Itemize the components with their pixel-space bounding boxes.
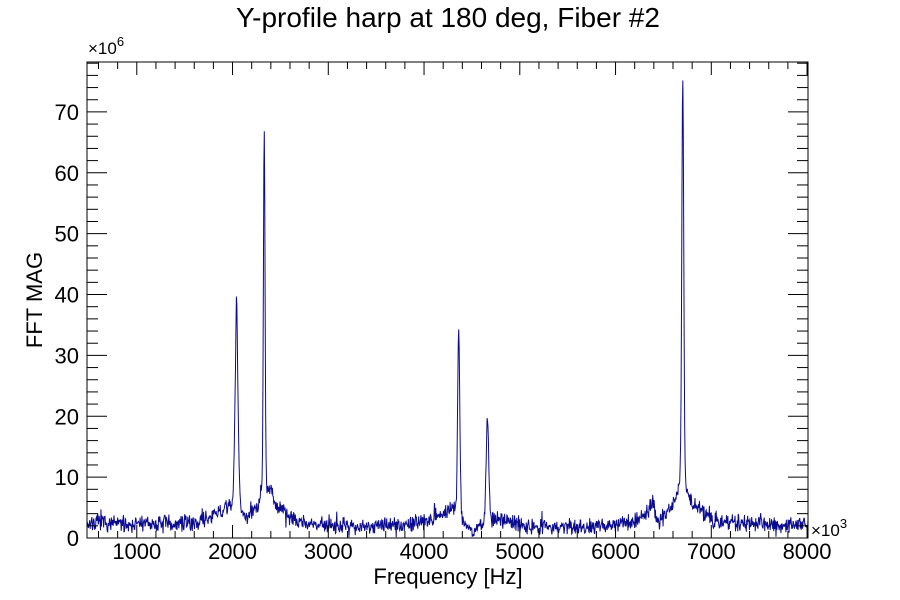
y-axis-tick-labels: 0 10 20 30 40 50 60 70 — [55, 100, 79, 551]
x-axis-title: Frequency [Hz] — [373, 564, 522, 589]
y-tick-label: 10 — [55, 465, 79, 490]
x-tick-label: 2000 — [208, 539, 257, 564]
y-tick-label: 40 — [55, 283, 79, 308]
x-tick-label: 8000 — [783, 539, 832, 564]
fft-series-line — [87, 80, 808, 538]
plot-frame — [86, 61, 809, 539]
x-axis-tick-labels: 1000 2000 3000 4000 5000 6000 7000 8000 — [112, 539, 831, 564]
y-tick-label: 70 — [55, 100, 79, 125]
y-tick-label: 30 — [55, 343, 79, 368]
x-tick-label: 7000 — [687, 539, 736, 564]
y-axis-title: FFT MAG — [22, 252, 47, 348]
x-tick-label: 1000 — [112, 539, 161, 564]
y-tick-label: 20 — [55, 404, 79, 429]
chart-title: Y-profile harp at 180 deg, Fiber #2 — [236, 2, 660, 33]
y-tick-label: 0 — [67, 526, 79, 551]
x-tick-label: 4000 — [400, 539, 449, 564]
x-tick-label: 6000 — [591, 539, 640, 564]
x-tick-label: 3000 — [304, 539, 353, 564]
y-tick-label: 60 — [55, 161, 79, 186]
x-tick-label: 5000 — [495, 539, 544, 564]
axis-ticks — [87, 62, 808, 539]
y-tick-label: 50 — [55, 222, 79, 247]
